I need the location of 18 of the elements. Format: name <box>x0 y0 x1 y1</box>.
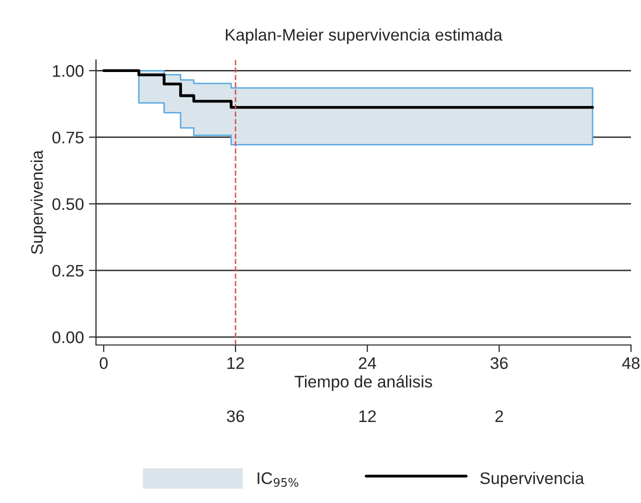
text: 12 <box>359 410 376 422</box>
y-tick-label: 0.75 <box>52 132 84 144</box>
x-tick-label: 48 <box>622 357 640 370</box>
text: 36 <box>226 410 244 422</box>
x-tick-label: 36 <box>490 357 508 370</box>
x-axis-title: Tiempo de análisis <box>294 375 432 391</box>
chart-title: Kaplan-Meier supervivencia estimada <box>226 28 502 44</box>
text: Supervivencia <box>480 472 584 488</box>
x-tick-label: 12 <box>228 357 244 369</box>
y-tick-label: 0.00 <box>52 331 84 344</box>
y-tick-label: 0.50 <box>52 198 84 210</box>
text: IC$_{95%}$ <box>258 472 298 487</box>
y-axis-title: Supervivencia <box>30 150 46 254</box>
y-tick-label: 1.00 <box>53 65 84 77</box>
x-tick-label: 0 <box>100 357 108 370</box>
x-tick-label: 24 <box>358 357 376 369</box>
y-tick-label: 0.25 <box>52 264 84 277</box>
text: 2 <box>495 410 503 422</box>
